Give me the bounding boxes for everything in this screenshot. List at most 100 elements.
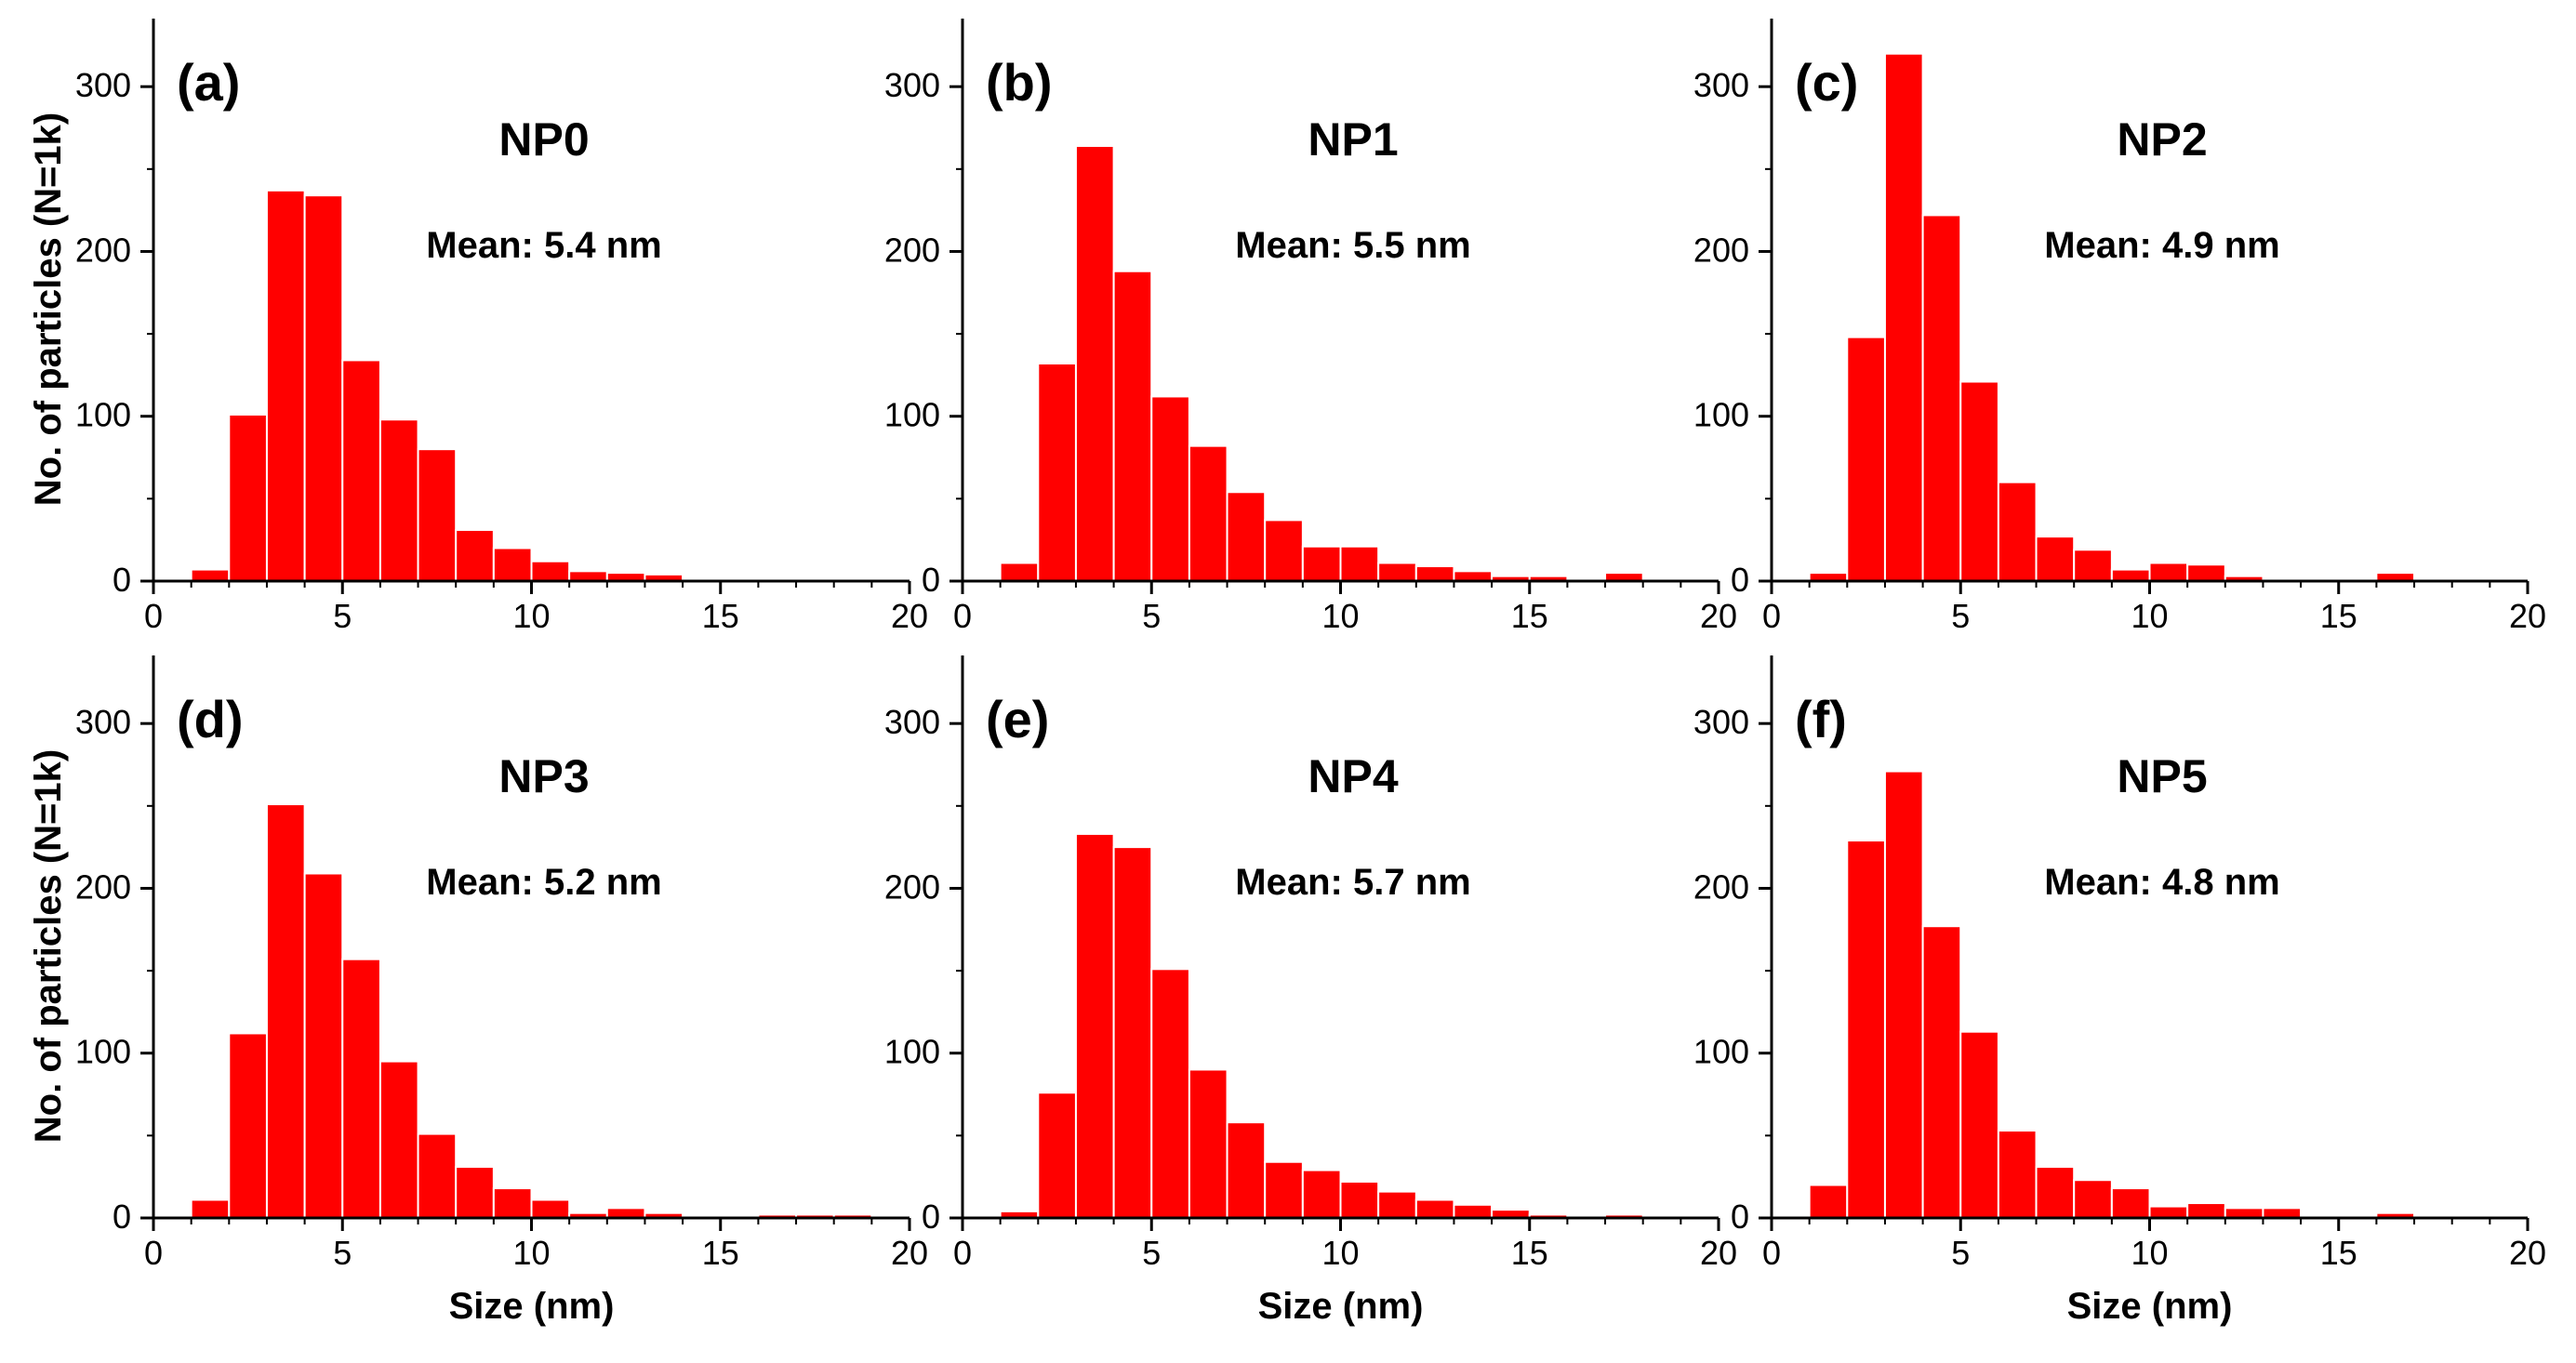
- histogram-bar: [1301, 545, 1342, 582]
- histogram-bar: [1846, 336, 1886, 582]
- y-axis-title: No. of particles (N=1k): [28, 749, 69, 1143]
- histogram-bar: [265, 803, 306, 1220]
- x-tick-label: 10: [512, 597, 550, 635]
- y-tick-label: 100: [884, 396, 940, 434]
- x-tick-label: 15: [2320, 597, 2357, 635]
- histogram-bar: [1112, 270, 1153, 582]
- x-tick-label: 0: [953, 597, 972, 635]
- histogram-bar: [2073, 549, 2113, 582]
- x-tick-label: 15: [702, 597, 739, 635]
- y-tick-label: 200: [1693, 867, 1749, 906]
- histogram-bar: [1074, 145, 1115, 582]
- y-axis-title: No. of particles (N=1k): [28, 112, 69, 506]
- x-tick-label: 0: [1762, 1234, 1781, 1272]
- sample-label: NP1: [1308, 113, 1398, 165]
- histogram-bar: [1339, 545, 1380, 582]
- histogram-bar: [1959, 1030, 1999, 1219]
- histogram-bar: [1959, 380, 1999, 582]
- histogram-bar: [190, 568, 231, 582]
- x-tick-label: 0: [1762, 597, 1781, 635]
- y-tick-label: 200: [884, 231, 940, 269]
- x-tick-label: 20: [2509, 1234, 2546, 1272]
- panel-tag: (e): [986, 690, 1049, 748]
- y-tick-label: 300: [884, 66, 940, 104]
- histogram-bar: [1997, 481, 2038, 582]
- x-tick-label: 20: [2509, 597, 2546, 635]
- histogram-bar: [530, 560, 571, 583]
- histogram-bar: [1074, 832, 1115, 1219]
- histogram-bar: [2110, 1187, 2151, 1220]
- y-tick-label: 300: [1693, 66, 1749, 104]
- y-tick-label: 200: [884, 867, 940, 906]
- histogram-bar: [1883, 770, 1924, 1219]
- histogram-bar: [1883, 52, 1924, 582]
- histogram-bar: [1188, 444, 1228, 582]
- histogram-bar: [341, 958, 381, 1219]
- x-tick-label: 10: [512, 1234, 550, 1272]
- histogram-bar: [2148, 562, 2189, 582]
- histogram-bar: [417, 1132, 458, 1220]
- x-tick-label: 20: [891, 1234, 928, 1272]
- panel-tag: (a): [177, 53, 240, 112]
- x-tick-label: 20: [1700, 597, 1737, 635]
- histogram-bar: [492, 1187, 533, 1220]
- histogram-bar: [1846, 840, 1886, 1220]
- histogram-bar: [1188, 1068, 1228, 1220]
- histogram-bar: [1921, 214, 1962, 582]
- mean-label: Mean: 5.4 nm: [426, 225, 661, 266]
- y-tick-label: 100: [75, 1033, 131, 1071]
- y-tick-label: 200: [1693, 231, 1749, 269]
- y-tick-label: 100: [75, 396, 131, 434]
- x-axis-title: Size (nm): [2067, 1286, 2233, 1327]
- histogram-bar: [1921, 925, 1962, 1220]
- histogram-bar: [378, 418, 419, 583]
- histogram-bar: [1226, 1121, 1267, 1219]
- histogram-bar: [228, 413, 268, 583]
- x-tick-label: 5: [333, 1234, 352, 1272]
- histogram-bar: [1377, 562, 1417, 582]
- histogram-bar: [1112, 846, 1153, 1219]
- histogram-bar: [455, 529, 495, 583]
- histogram-bar: [492, 547, 533, 583]
- histogram-bar: [2262, 1207, 2303, 1220]
- histogram-bar: [1037, 363, 1077, 582]
- sample-label: NP3: [498, 750, 589, 802]
- histogram-bar: [265, 189, 306, 582]
- histogram-bar: [1339, 1181, 1380, 1219]
- histogram-bar: [378, 1060, 419, 1220]
- sample-label: NP2: [2117, 113, 2207, 165]
- x-tick-label: 10: [1321, 1234, 1359, 1272]
- histogram-bar: [1453, 1203, 1494, 1220]
- histogram-bar: [530, 1198, 571, 1219]
- y-tick-label: 300: [75, 703, 131, 741]
- x-tick-label: 15: [1511, 1234, 1548, 1272]
- x-tick-label: 0: [144, 1234, 163, 1272]
- panel-tag: (f): [1795, 690, 1847, 748]
- histogram-bar: [455, 1166, 495, 1219]
- x-tick-label: 20: [1700, 1234, 1737, 1272]
- histogram-bar: [1997, 1130, 2038, 1219]
- x-tick-label: 15: [2320, 1234, 2357, 1272]
- y-tick-label: 0: [1731, 561, 1749, 599]
- histogram-bar: [1264, 519, 1304, 583]
- sample-label: NP0: [498, 113, 589, 165]
- histogram-bar: [1808, 1184, 1849, 1219]
- mean-label: Mean: 4.8 nm: [2044, 862, 2279, 903]
- x-tick-label: 15: [1511, 597, 1548, 635]
- y-tick-label: 300: [1693, 703, 1749, 741]
- x-tick-label: 5: [1142, 597, 1161, 635]
- y-tick-label: 0: [113, 1198, 131, 1236]
- sample-label: NP4: [1308, 750, 1398, 802]
- histogram-bar: [303, 194, 344, 582]
- y-tick-label: 100: [884, 1033, 940, 1071]
- panel-tag: (b): [986, 53, 1053, 112]
- panel-tag: (d): [177, 690, 244, 748]
- histogram-bar: [1037, 1092, 1077, 1219]
- histogram-bar: [568, 570, 608, 583]
- histogram-bar: [228, 1032, 268, 1220]
- mean-label: Mean: 5.2 nm: [426, 862, 661, 903]
